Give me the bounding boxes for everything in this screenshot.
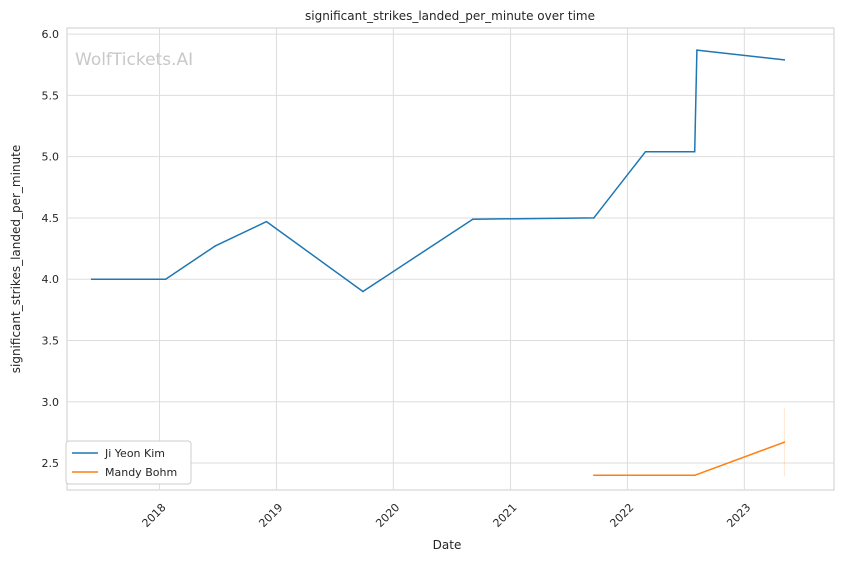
plot-area [66, 27, 835, 491]
data-point [265, 220, 268, 223]
y-tick-label: 2.5 [42, 457, 60, 470]
data-point [593, 474, 595, 477]
data-point [693, 150, 696, 153]
data-point [90, 278, 93, 281]
legend-label-ji-yeon-kim: Ji Yeon Kim [104, 447, 165, 460]
data-point [696, 49, 698, 51]
watermark: WolfTickets.AI [75, 50, 193, 70]
y-tick-label: 4.0 [42, 273, 60, 286]
x-axis-label: Date [433, 538, 462, 552]
data-point [362, 290, 364, 293]
data-point [164, 278, 167, 281]
data-point [471, 218, 474, 220]
data-point [593, 217, 595, 219]
grid [67, 28, 834, 490]
x-tick-label: 2019 [256, 501, 285, 530]
x-tick-label: 2020 [373, 501, 402, 530]
y-tick-label: 4.5 [42, 212, 60, 225]
x-tick-label: 2021 [491, 501, 520, 530]
chart-title: significant_strikes_landed_per_minute ov… [305, 9, 595, 23]
legend-box [65, 440, 192, 485]
data-point [783, 59, 786, 61]
y-axis: 2.5 3.0 3.5 4.0 4.5 5.0 5.5 6.0 [42, 28, 60, 470]
legend-label-mandy-bohm: Mandy Bohm [105, 466, 177, 479]
x-axis: 2018 2019 2020 2021 2022 2023 [140, 501, 754, 530]
data-point [214, 245, 216, 247]
y-tick-label: 6.0 [42, 28, 60, 41]
x-tick-label: 2022 [607, 501, 636, 530]
y-tick-label: 5.0 [42, 151, 60, 164]
x-tick-label: 2023 [724, 501, 753, 530]
y-tick-label: 3.5 [42, 334, 60, 347]
legend: Ji Yeon Kim Mandy Bohm [65, 440, 192, 485]
series-lines [90, 49, 786, 477]
data-point [693, 474, 696, 477]
x-tick-label: 2018 [140, 501, 169, 530]
y-tick-label: 3.0 [42, 396, 60, 409]
data-point [783, 441, 786, 444]
y-axis-label: significant_strikes_landed_per_minute [9, 145, 23, 374]
data-point [644, 150, 647, 153]
y-tick-label: 5.5 [42, 89, 60, 102]
